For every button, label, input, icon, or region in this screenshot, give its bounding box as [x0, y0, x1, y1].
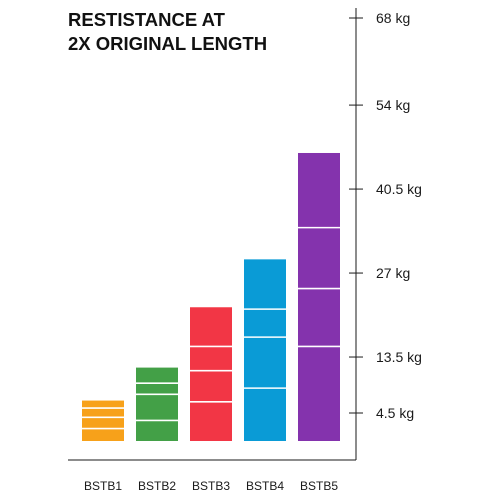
bar-bstb3 — [190, 307, 232, 441]
y-tick-label-2: 13.5 kg — [376, 349, 422, 365]
bar-bstb1 — [82, 400, 124, 441]
chart-title: RESTISTANCE AT 2X ORIGINAL LENGTH — [68, 8, 348, 56]
axes-group: BSTB1 BSTB2 BSTB3 BSTB4 BSTB5 4.5 kg 13.5 kg 27… — [68, 8, 422, 493]
y-tick-label-6: 68 kg — [376, 10, 410, 26]
bar-bstb4 — [244, 259, 286, 441]
x-tick-label-bstb3: BSTB3 — [192, 479, 230, 493]
bars-group — [82, 152, 340, 442]
x-tick-label-bstb1: BSTB1 — [84, 479, 122, 493]
bar-bstb5 — [298, 152, 340, 442]
y-tick-label-3: 27 kg — [376, 265, 410, 281]
y-tick-label-1: 4.5 kg — [376, 405, 414, 421]
x-tick-label-bstb2: BSTB2 — [138, 479, 176, 493]
chart-title-line-2: 2X ORIGINAL LENGTH — [68, 33, 268, 54]
x-tick-label-bstb4: BSTB4 — [246, 479, 284, 493]
bar-bstb2 — [136, 367, 178, 441]
y-tick-label-5: 54 kg — [376, 97, 410, 113]
chart-title-line-1: RESTISTANCE AT — [68, 9, 225, 30]
x-tick-label-bstb5: BSTB5 — [300, 479, 338, 493]
y-tick-label-4: 40.5 kg — [376, 181, 422, 197]
